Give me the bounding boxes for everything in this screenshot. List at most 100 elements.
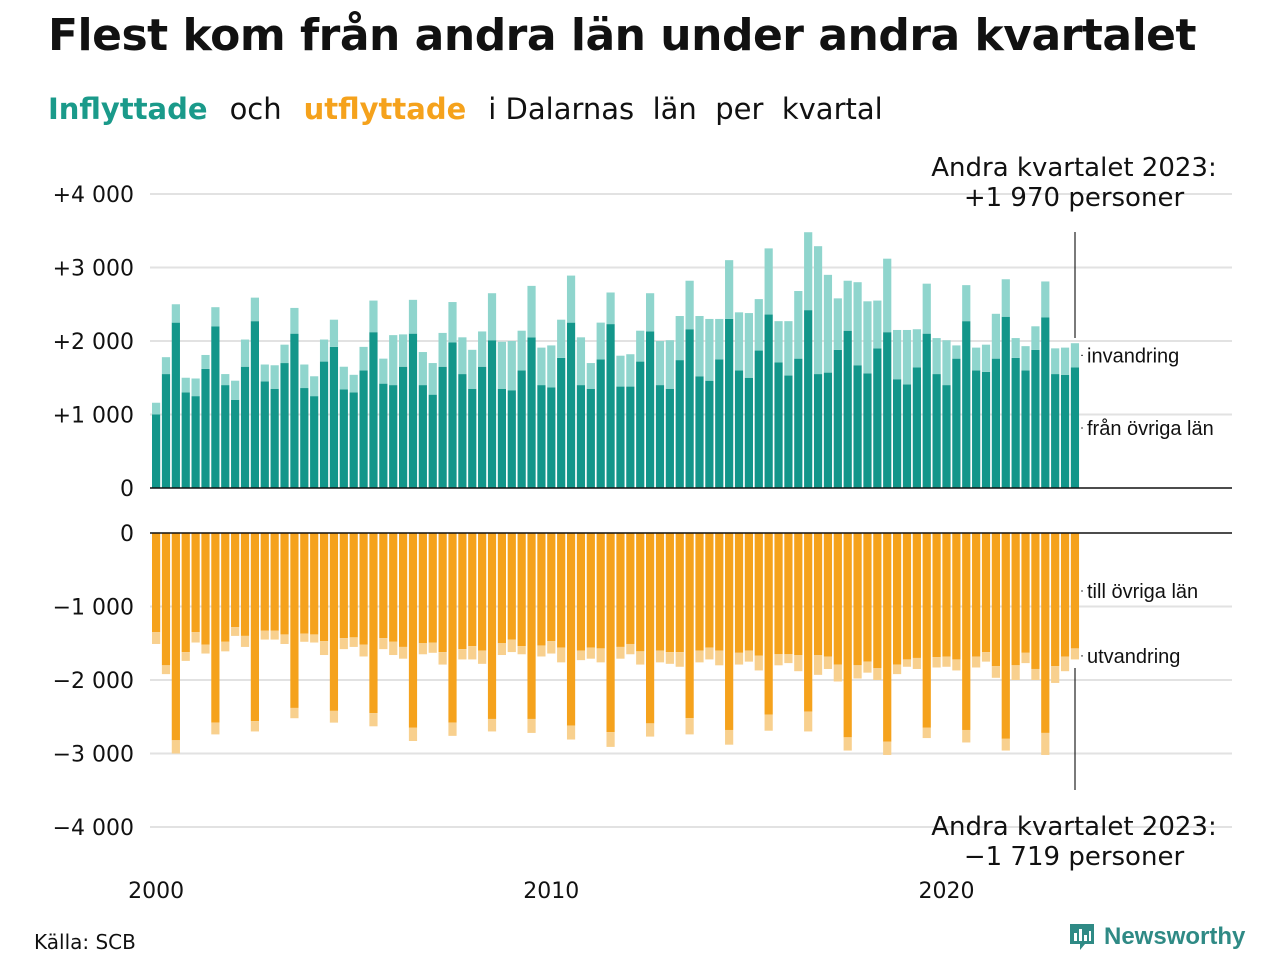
bar-inflow-other-county bbox=[438, 366, 447, 488]
bar-outflow-other-county bbox=[991, 533, 1000, 667]
bar-outflow-emigration bbox=[646, 723, 655, 737]
bar-outflow-emigration bbox=[734, 652, 744, 665]
bar-outflow-emigration bbox=[290, 707, 299, 719]
bar-outflow-emigration bbox=[1021, 652, 1030, 664]
bar-inflow-immigration bbox=[389, 335, 398, 386]
bar-outflow-other-county bbox=[665, 533, 674, 653]
bar-outflow-other-county bbox=[932, 533, 941, 658]
bar-outflow-emigration bbox=[310, 634, 319, 643]
bar-inflow-immigration bbox=[754, 299, 763, 351]
bar-outflow-emigration bbox=[902, 659, 912, 667]
bar-outflow-emigration bbox=[685, 718, 694, 735]
x-tick-label: 2000 bbox=[128, 879, 184, 904]
bar-inflow-immigration bbox=[784, 321, 793, 376]
bar-inflow-other-county bbox=[764, 314, 773, 488]
bar-outflow-emigration bbox=[1070, 648, 1080, 660]
bar-outflow-emigration bbox=[487, 718, 497, 732]
bar-inflow-immigration bbox=[725, 260, 734, 319]
bar-outflow-emigration bbox=[497, 643, 506, 656]
bar-outflow-emigration bbox=[339, 638, 348, 650]
bar-inflow-other-county bbox=[300, 388, 309, 488]
annotation-top-line2: +1 970 personer bbox=[964, 183, 1185, 213]
bar-inflow-other-county bbox=[181, 392, 190, 488]
bar-outflow-other-county bbox=[1011, 533, 1020, 666]
bar-inflow-immigration bbox=[280, 344, 289, 364]
bar-inflow-other-county bbox=[260, 381, 269, 488]
bar-inflow-immigration bbox=[655, 341, 665, 386]
bar-inflow-immigration bbox=[152, 402, 161, 415]
bar-inflow-immigration bbox=[1070, 343, 1080, 368]
bar-outflow-other-county bbox=[883, 533, 892, 742]
bar-outflow-emigration bbox=[359, 644, 368, 657]
bar-inflow-other-county bbox=[1001, 316, 1010, 488]
bar-inflow-other-county bbox=[586, 388, 595, 488]
bar-inflow-other-county bbox=[497, 388, 506, 488]
bar-inflow-immigration bbox=[586, 363, 595, 389]
bar-outflow-other-county bbox=[270, 533, 279, 631]
bar-inflow-other-county bbox=[221, 385, 230, 488]
x-tick-label: 2010 bbox=[523, 879, 579, 904]
bar-outflow-emigration bbox=[448, 722, 457, 736]
annotation-top-line1: Andra kvartalet 2023: bbox=[931, 153, 1216, 183]
bar-inflow-other-county bbox=[843, 330, 852, 488]
bar-outflow-emigration bbox=[616, 646, 625, 659]
bar-outflow-emigration bbox=[250, 721, 259, 732]
subtitle-outflow: utflyttade bbox=[303, 92, 467, 126]
bar-outflow-emigration bbox=[1001, 738, 1010, 751]
bar-outflow-other-county bbox=[981, 533, 991, 653]
bar-outflow-other-county bbox=[221, 533, 230, 642]
bar-outflow-other-county bbox=[231, 533, 240, 628]
bar-outflow-other-county bbox=[547, 533, 556, 642]
bar-inflow-other-county bbox=[1031, 349, 1040, 488]
bar-inflow-immigration bbox=[734, 312, 744, 371]
bar-outflow-other-county bbox=[863, 533, 872, 662]
bar-inflow-other-county bbox=[418, 385, 427, 488]
bar-outflow-other-county bbox=[152, 533, 161, 633]
bar-outflow-other-county bbox=[191, 533, 200, 633]
bar-outflow-other-county bbox=[586, 533, 595, 648]
bar-inflow-immigration bbox=[399, 334, 408, 367]
bar-outflow-emigration bbox=[468, 646, 477, 660]
bar-inflow-other-county bbox=[922, 333, 931, 488]
bar-outflow-emigration bbox=[260, 630, 269, 640]
bar-outflow-other-county bbox=[695, 533, 704, 651]
bar-outflow-other-county bbox=[290, 533, 299, 708]
bar-inflow-immigration bbox=[774, 321, 783, 363]
bar-outflow-other-county bbox=[399, 533, 408, 647]
bar-inflow-other-county bbox=[863, 373, 872, 488]
bar-inflow-other-county bbox=[596, 359, 605, 488]
bar-inflow-immigration bbox=[181, 377, 190, 393]
bar-outflow-emigration bbox=[240, 635, 250, 647]
bar-inflow-immigration bbox=[1011, 338, 1020, 358]
bar-outflow-emigration bbox=[991, 666, 1000, 678]
brand-logo: Newsworthy bbox=[1068, 922, 1245, 952]
bar-outflow-emigration bbox=[774, 654, 783, 666]
bar-inflow-other-county bbox=[695, 376, 704, 488]
bar-outflow-other-county bbox=[240, 533, 250, 636]
bar-inflow-other-county bbox=[893, 379, 902, 488]
bar-inflow-immigration bbox=[201, 354, 210, 369]
bar-outflow-other-county bbox=[1060, 533, 1070, 657]
bar-inflow-immigration bbox=[873, 300, 882, 349]
bar-inflow-other-county bbox=[557, 357, 566, 488]
bar-outflow-emigration bbox=[715, 650, 724, 666]
bar-inflow-other-county bbox=[902, 384, 912, 488]
bar-outflow-emigration bbox=[270, 630, 279, 640]
bar-outflow-other-county bbox=[438, 533, 447, 653]
bar-outflow-other-county bbox=[161, 533, 171, 666]
bar-inflow-other-county bbox=[646, 331, 655, 488]
bar-outflow-other-county bbox=[260, 533, 269, 631]
bar-inflow-immigration bbox=[211, 307, 220, 327]
y-tick-label-bottom: −1 000 bbox=[53, 596, 134, 621]
bar-outflow-emigration bbox=[863, 661, 872, 673]
bar-inflow-immigration bbox=[962, 285, 971, 322]
bar-inflow-immigration bbox=[843, 280, 852, 331]
bar-inflow-other-county bbox=[972, 370, 981, 488]
bar-inflow-other-county bbox=[408, 333, 418, 488]
bar-outflow-emigration bbox=[813, 655, 823, 675]
bar-outflow-other-county bbox=[1070, 533, 1080, 649]
bar-inflow-other-county bbox=[240, 366, 250, 488]
bar-inflow-other-county bbox=[448, 342, 457, 488]
bar-inflow-other-county bbox=[734, 370, 744, 488]
bar-inflow-immigration bbox=[616, 355, 625, 387]
